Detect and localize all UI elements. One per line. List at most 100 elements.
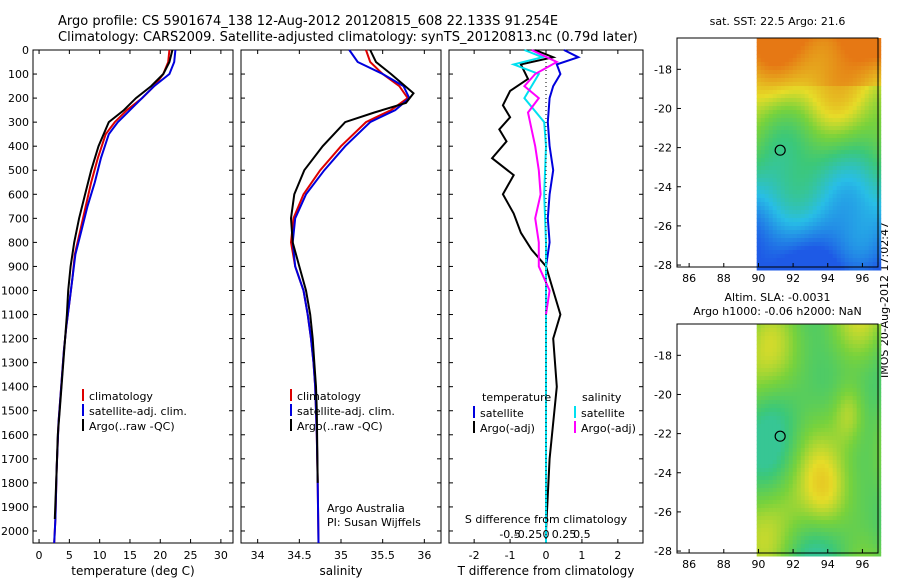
heatmap-cell — [876, 90, 882, 95]
heatmap-cell — [796, 520, 802, 525]
heatmap-cell — [872, 250, 878, 255]
heatmap-cell — [800, 238, 806, 243]
heatmap-cell — [788, 460, 794, 465]
heatmap-cell — [820, 432, 826, 437]
heatmap-cell — [804, 548, 810, 553]
heatmap-cell — [832, 114, 838, 119]
heatmap-cell — [760, 250, 766, 255]
heatmap-cell — [872, 516, 878, 521]
heatmap-cell — [840, 524, 846, 529]
heatmap-cell — [836, 552, 842, 557]
heatmap-cell — [768, 324, 774, 329]
heatmap-cell — [872, 336, 878, 341]
heatmap-cell — [768, 218, 774, 223]
heatmap-cell — [844, 476, 850, 481]
heatmap-cell — [844, 246, 850, 251]
heatmap-cell — [784, 86, 790, 91]
heatmap-cell — [788, 62, 794, 67]
heatmap-cell — [836, 50, 842, 55]
heatmap-cell — [876, 468, 882, 473]
heatmap-cell — [840, 142, 846, 147]
heatmap-cell — [764, 324, 770, 329]
heatmap-cell — [768, 484, 774, 489]
heatmap-cell — [792, 134, 798, 139]
heatmap-cell — [792, 98, 798, 103]
heatmap-cell — [852, 412, 858, 417]
heatmap-cell — [816, 118, 822, 123]
heatmap-cell — [796, 134, 802, 139]
heatmap-cell — [820, 150, 826, 155]
heatmap-cell — [796, 114, 802, 119]
heatmap-cell — [852, 460, 858, 465]
heatmap-cell — [780, 146, 786, 151]
heatmap-cell — [808, 118, 814, 123]
heatmap-cell — [772, 348, 778, 353]
heatmap-cell — [844, 384, 850, 389]
heatmap-cell — [860, 380, 866, 385]
heatmap-cell — [780, 516, 786, 521]
heatmap-cell — [876, 512, 882, 517]
heatmap-cell — [872, 226, 878, 231]
heatmap-cell — [868, 524, 874, 529]
heatmap-cell — [844, 38, 850, 43]
heatmap-cell — [820, 348, 826, 353]
heatmap-cell — [756, 54, 762, 59]
heatmap-cell — [820, 230, 826, 235]
heatmap-cell — [804, 222, 810, 227]
heatmap-cell — [800, 540, 806, 545]
heatmap-cell — [852, 444, 858, 449]
heatmap-cell — [772, 416, 778, 421]
heatmap-cell — [784, 348, 790, 353]
heatmap-cell — [860, 388, 866, 393]
heatmap-cell — [876, 516, 882, 521]
heatmap-cell — [860, 536, 866, 541]
heatmap-cell — [840, 344, 846, 349]
heatmap-cell — [836, 54, 842, 59]
heatmap-cell — [796, 186, 802, 191]
heatmap-cell — [796, 242, 802, 247]
heatmap-cell — [808, 400, 814, 405]
heatmap-cell — [852, 218, 858, 223]
heatmap-cell — [832, 62, 838, 67]
heatmap-cell — [800, 484, 806, 489]
heatmap-cell — [792, 226, 798, 231]
heatmap-cell — [828, 102, 834, 107]
heatmap-cell — [816, 392, 822, 397]
heatmap-cell — [828, 532, 834, 537]
heatmap-cell — [840, 408, 846, 413]
heatmap-cell — [780, 360, 786, 365]
heatmap-cell — [760, 408, 766, 413]
heatmap-cell — [824, 210, 830, 215]
heatmap-cell — [792, 166, 798, 171]
heatmap-cell — [808, 428, 814, 433]
heatmap-cell — [848, 348, 854, 353]
heatmap-cell — [844, 340, 850, 345]
heatmap-cell — [852, 544, 858, 549]
heatmap-cell — [804, 142, 810, 147]
heatmap-cell — [844, 460, 850, 465]
heatmap-cell — [840, 432, 846, 437]
heatmap-cell — [844, 392, 850, 397]
heatmap-cell — [856, 74, 862, 79]
heatmap-cell — [784, 178, 790, 183]
sst-map-title: sat. SST: 22.5 Argo: 21.6 — [710, 15, 846, 28]
heatmap-cell — [780, 62, 786, 67]
heatmap-cell — [844, 234, 850, 239]
heatmap-cell — [812, 548, 818, 553]
heatmap-cell — [848, 214, 854, 219]
heatmap-cell — [800, 452, 806, 457]
heatmap-cell — [788, 74, 794, 79]
heatmap-cell — [872, 138, 878, 143]
heatmap-cell — [796, 432, 802, 437]
heatmap-cell — [840, 58, 846, 63]
heatmap-cell — [856, 210, 862, 215]
heatmap-cell — [784, 110, 790, 115]
heatmap-cell — [836, 336, 842, 341]
heatmap-cell — [836, 368, 842, 373]
heatmap-cell — [820, 238, 826, 243]
heatmap-cell — [848, 130, 854, 135]
heatmap-cell — [844, 198, 850, 203]
heatmap-cell — [828, 170, 834, 175]
heatmap-cell — [816, 266, 822, 271]
temperature-xtick-label: 5 — [66, 549, 73, 562]
